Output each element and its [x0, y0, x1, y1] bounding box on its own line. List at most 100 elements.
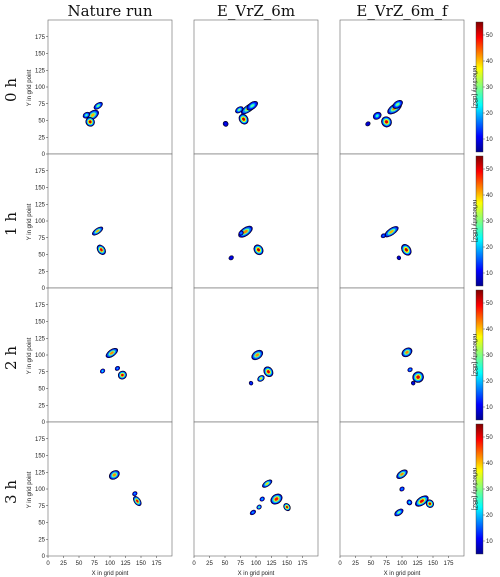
storm-cell — [381, 116, 392, 128]
storm-cell-layer — [243, 229, 248, 234]
storm-cell-layer — [428, 502, 432, 505]
x-tick-label: 50 — [368, 561, 375, 567]
x-tick-label: 125 — [120, 561, 131, 567]
storm-cell — [396, 469, 408, 480]
colorbar-label: reflectivity [dBZ] — [471, 66, 477, 109]
panel-0-2 — [339, 19, 465, 155]
row-label-2h: 2 h — [2, 346, 20, 370]
panel-frame — [47, 421, 173, 557]
column-title-e-vrz-6m: E_VrZ_6m — [217, 2, 295, 20]
panel-frame — [47, 19, 173, 155]
x-tick-label: 175 — [151, 561, 162, 567]
panel-3-1: 0 25 50 75 100 125 150 175 — [192, 421, 319, 567]
storm-cell-layer — [397, 511, 401, 514]
storm-cell — [251, 349, 264, 361]
storm-cell — [412, 371, 424, 383]
panel-1-2 — [339, 153, 465, 289]
storm-cell-layer — [238, 108, 241, 111]
x-tick-label: 75 — [237, 561, 244, 567]
colorbar-tick-label: 10 — [486, 137, 493, 143]
colorbar-tick-label: 40 — [486, 193, 493, 199]
storm-cell — [384, 226, 399, 238]
colorbar-tick-label: 50 — [486, 33, 493, 39]
y-tick-label: 150 — [35, 52, 46, 58]
storm-cell — [253, 244, 264, 256]
colorbar-tick-label: 50 — [486, 301, 493, 307]
storm-cell — [365, 121, 371, 127]
storm-cell-layer — [396, 103, 400, 106]
panel-frame — [339, 421, 465, 557]
storm-cell-layer — [382, 235, 385, 237]
storm-cell-layer — [99, 248, 103, 252]
y-tick-label: 75 — [38, 102, 45, 108]
storm-cell — [392, 99, 403, 109]
storm-cell — [406, 499, 413, 506]
storm-cell — [394, 508, 404, 517]
storm-cell-layer — [240, 232, 242, 234]
storm-cell — [399, 486, 405, 492]
storm-cell — [93, 101, 103, 110]
storm-cell — [407, 367, 413, 373]
storm-cell — [401, 347, 413, 358]
y-tick-label: 100 — [35, 219, 46, 225]
colorbar-tick-label: 20 — [486, 245, 493, 251]
storm-cell-layer — [405, 350, 409, 354]
storm-cell-layer — [409, 369, 411, 371]
storm-cell — [270, 493, 283, 505]
colorbar-tick-label: 10 — [486, 271, 493, 277]
panel-frame — [47, 153, 173, 289]
panel-frame — [193, 153, 319, 289]
colorbar-tick-label: 30 — [486, 85, 493, 91]
x-tick-label: 25 — [352, 561, 359, 567]
x-tick-label: 0 — [338, 561, 342, 567]
storm-cell-layer — [101, 370, 104, 372]
y-tick-label: 25 — [38, 403, 45, 409]
panel-1-0: 0 25 50 75 100 125 150 175 — [35, 153, 173, 292]
storm-cell-layer — [258, 506, 260, 508]
storm-cell-layer — [400, 472, 404, 476]
storm-cell-layer — [95, 229, 100, 233]
y-tick-label: 150 — [35, 186, 46, 192]
x-tick-label: 100 — [251, 561, 262, 567]
colorbar-label: reflectivity [dBZ] — [471, 200, 477, 243]
y-axis-label-row3: Y in grid point — [27, 337, 33, 374]
storm-cell-layer — [419, 499, 424, 503]
storm-cell — [133, 496, 142, 507]
storm-cell — [117, 370, 127, 380]
storm-cell-layer — [401, 488, 403, 490]
storm-cell-layer — [224, 123, 227, 125]
x-tick-label: 50 — [222, 561, 229, 567]
storm-cell-layer — [242, 117, 246, 121]
colorbar-tick-label: 30 — [486, 353, 493, 359]
x-tick-label: 150 — [136, 561, 147, 567]
storm-cell-layer — [112, 473, 116, 477]
storm-cell-layer — [266, 370, 270, 374]
y-tick-label: 125 — [35, 68, 46, 74]
x-axis-label-col1: X in grid point — [92, 571, 129, 577]
storm-cell-layer — [408, 501, 411, 504]
storm-cell — [235, 106, 244, 114]
y-tick-label: 0 — [42, 420, 46, 426]
x-tick-label: 150 — [282, 561, 293, 567]
panel-3-2: 0 25 50 75 100 125 150 175 — [338, 421, 465, 567]
row-label-0h: 0 h — [2, 78, 20, 102]
x-tick-label: 150 — [428, 561, 439, 567]
storm-cell — [105, 347, 119, 359]
storm-cell-layer — [116, 367, 119, 370]
storm-cell-layer — [85, 114, 88, 117]
x-axis-label-col3: X in grid point — [384, 571, 421, 577]
x-tick-label: 75 — [91, 561, 98, 567]
x-axis-label-col2: X in grid point — [238, 571, 275, 577]
storm-cell — [283, 503, 291, 512]
panel-2-2 — [339, 287, 465, 423]
x-tick-label: 50 — [76, 561, 83, 567]
storm-cell-layer — [416, 375, 420, 379]
storm-cell — [96, 244, 106, 255]
x-tick-label: 25 — [206, 561, 213, 567]
x-tick-label: 125 — [266, 561, 277, 567]
storm-cell — [132, 491, 138, 497]
storm-cell-layer — [375, 114, 379, 117]
y-tick-label: 175 — [35, 35, 46, 41]
panel-3-0: 0 25 50 75 100 125 150 175 0 25 50 75 100 125 150 175 — [35, 421, 173, 567]
